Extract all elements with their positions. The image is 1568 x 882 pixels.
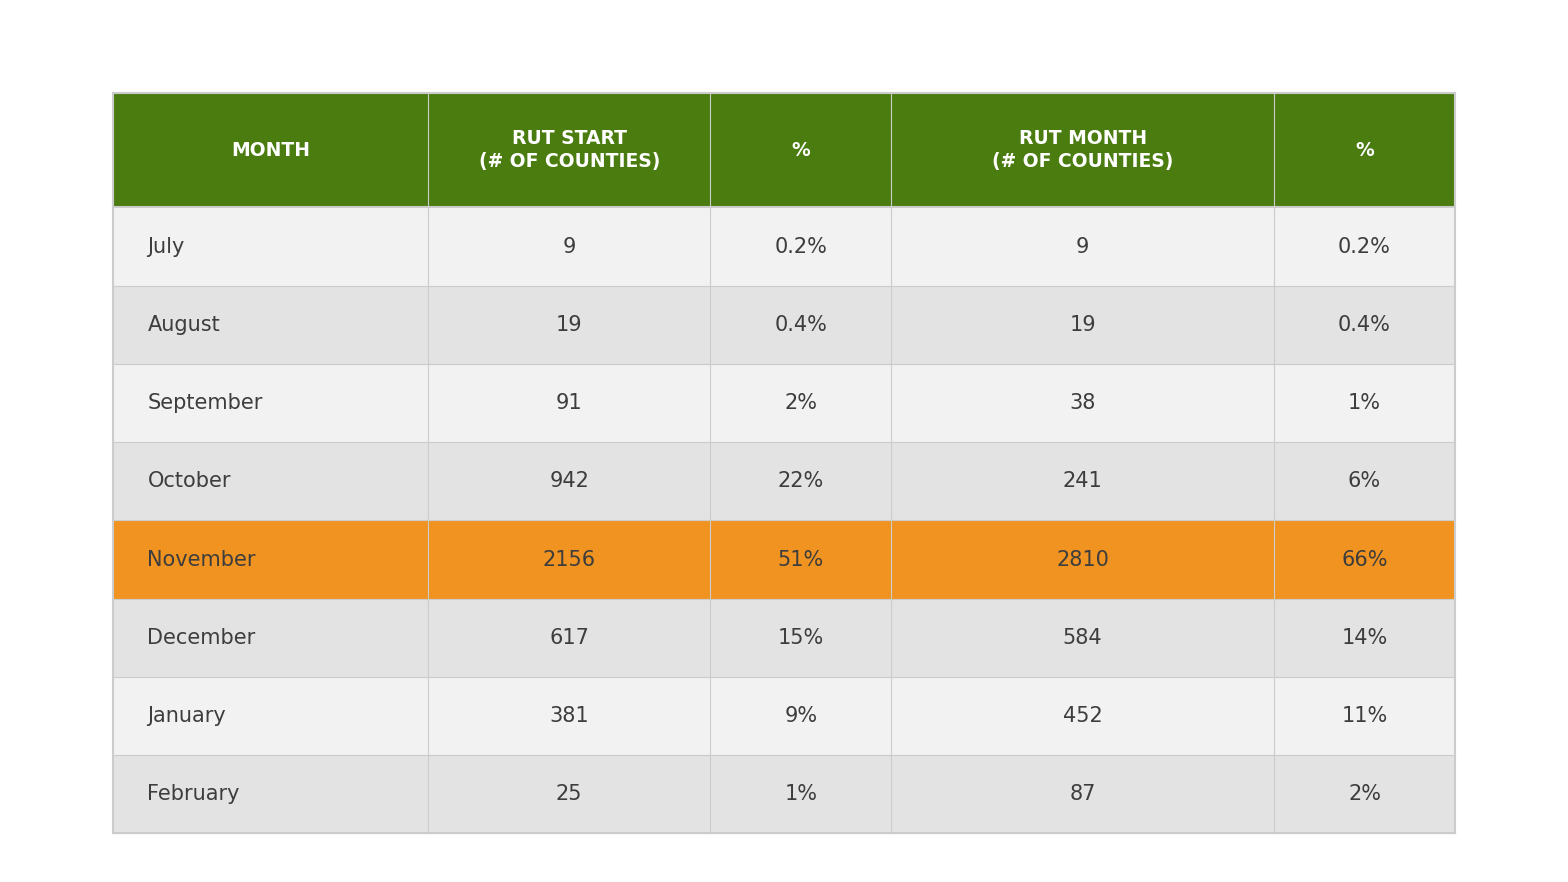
- Text: 91: 91: [557, 393, 583, 413]
- Text: November: November: [147, 549, 256, 570]
- Bar: [113, 286, 1455, 364]
- Text: 2%: 2%: [784, 393, 817, 413]
- Text: 19: 19: [1069, 315, 1096, 335]
- Text: 14%: 14%: [1341, 628, 1388, 648]
- Text: 6%: 6%: [1348, 471, 1381, 491]
- Text: 0.4%: 0.4%: [1338, 315, 1391, 335]
- Text: 87: 87: [1069, 784, 1096, 804]
- Text: January: January: [147, 706, 226, 726]
- Text: 2810: 2810: [1057, 549, 1109, 570]
- Text: 2%: 2%: [1348, 784, 1381, 804]
- Text: August: August: [147, 315, 220, 335]
- Bar: [113, 207, 1455, 286]
- Text: 66%: 66%: [1341, 549, 1388, 570]
- Text: 241: 241: [1063, 471, 1102, 491]
- Bar: [113, 677, 1455, 755]
- Text: 9: 9: [563, 236, 575, 257]
- Text: 19: 19: [557, 315, 583, 335]
- Text: October: October: [147, 471, 230, 491]
- Bar: [113, 599, 1455, 677]
- Text: RUT MONTH
(# OF COUNTIES): RUT MONTH (# OF COUNTIES): [993, 129, 1173, 171]
- Text: 942: 942: [549, 471, 590, 491]
- Text: 452: 452: [1063, 706, 1102, 726]
- Text: 15%: 15%: [778, 628, 823, 648]
- Text: 2156: 2156: [543, 549, 596, 570]
- Bar: [113, 442, 1455, 520]
- Text: 617: 617: [549, 628, 590, 648]
- Text: 38: 38: [1069, 393, 1096, 413]
- Text: February: February: [147, 784, 240, 804]
- Bar: [113, 364, 1455, 442]
- Text: July: July: [147, 236, 185, 257]
- Text: September: September: [147, 393, 263, 413]
- Text: December: December: [147, 628, 256, 648]
- Text: 9%: 9%: [784, 706, 817, 726]
- Text: 1%: 1%: [1348, 393, 1381, 413]
- Text: %: %: [792, 140, 811, 160]
- Bar: [113, 93, 1455, 207]
- Text: 51%: 51%: [778, 549, 823, 570]
- Bar: [113, 755, 1455, 833]
- Text: 1%: 1%: [784, 784, 817, 804]
- Text: 9: 9: [1076, 236, 1090, 257]
- Bar: [113, 520, 1455, 599]
- Text: RUT START
(# OF COUNTIES): RUT START (# OF COUNTIES): [478, 129, 660, 171]
- Text: 0.2%: 0.2%: [775, 236, 828, 257]
- Text: 0.4%: 0.4%: [775, 315, 828, 335]
- Text: %: %: [1355, 140, 1374, 160]
- Text: MONTH: MONTH: [230, 140, 310, 160]
- Text: 0.2%: 0.2%: [1338, 236, 1391, 257]
- Text: 22%: 22%: [778, 471, 823, 491]
- Text: 25: 25: [557, 784, 582, 804]
- Text: 584: 584: [1063, 628, 1102, 648]
- Text: 381: 381: [549, 706, 590, 726]
- Text: 11%: 11%: [1341, 706, 1388, 726]
